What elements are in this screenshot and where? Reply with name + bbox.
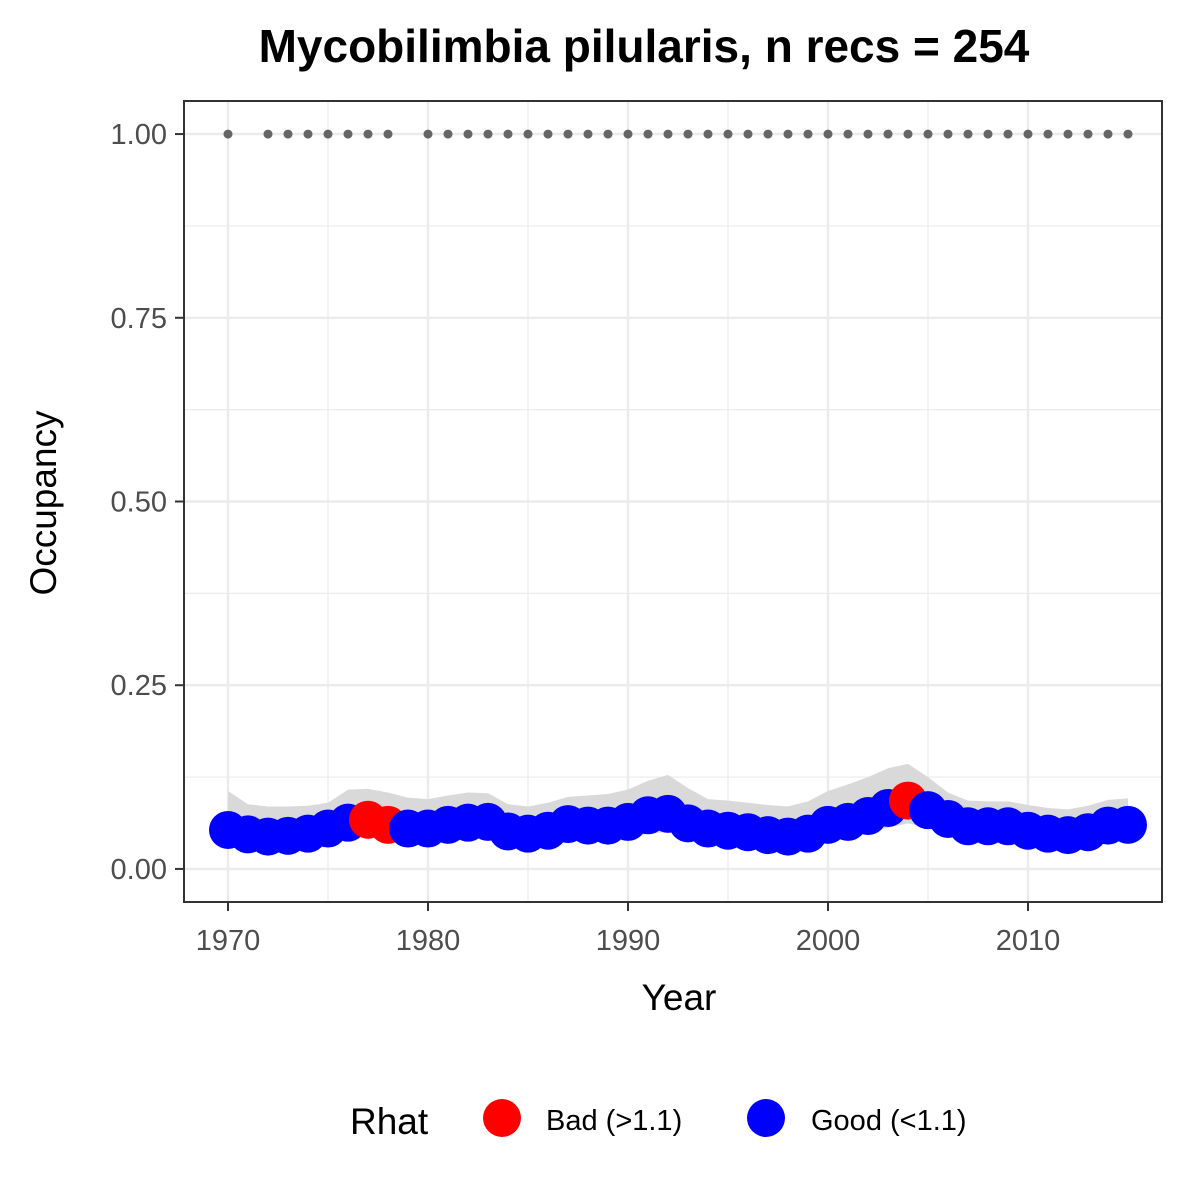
legend-label-bad: Bad (>1.1) [546, 1105, 682, 1137]
record-marker [663, 129, 673, 139]
record-marker [943, 129, 953, 139]
record-marker [303, 129, 313, 139]
record-marker [263, 129, 273, 139]
record-marker [643, 129, 653, 139]
record-marker [743, 129, 753, 139]
record-marker [1123, 129, 1133, 139]
record-marker [883, 129, 893, 139]
record-marker [823, 129, 833, 139]
record-marker [1103, 129, 1113, 139]
record-marker [683, 129, 693, 139]
record-marker [503, 129, 513, 139]
chart-title: Mycobilimbia pilularis, n recs = 254 [259, 20, 1030, 72]
x-axis: 1970 1980 1990 2000 2010 [196, 902, 1061, 957]
occupancy-point-good [1109, 805, 1147, 844]
occupancy-points [209, 781, 1147, 856]
y-tick-label: 0.25 [111, 670, 167, 702]
y-tick-label: 0.00 [111, 854, 167, 886]
legend: Rhat Bad (>1.1) Good (<1.1) [350, 1099, 967, 1142]
record-marker [763, 129, 773, 139]
record-marker [583, 129, 593, 139]
x-tick-label: 2000 [796, 925, 861, 957]
record-marker [783, 129, 793, 139]
grid-lines [184, 101, 1162, 902]
record-marker [903, 129, 913, 139]
record-marker [363, 129, 373, 139]
record-marker [723, 129, 733, 139]
record-marker [923, 129, 933, 139]
record-marker [563, 129, 573, 139]
x-axis-title: Year [642, 977, 717, 1018]
record-marker [623, 129, 633, 139]
record-marker [963, 129, 973, 139]
legend-title: Rhat [350, 1101, 429, 1142]
record-marker [843, 129, 853, 139]
record-marker [443, 129, 453, 139]
record-marker [603, 129, 613, 139]
legend-key-bad [483, 1099, 521, 1137]
record-marker [863, 129, 873, 139]
record-marker [1063, 129, 1073, 139]
legend-key-good [747, 1099, 785, 1137]
record-marker [703, 129, 713, 139]
record-marker [283, 129, 293, 139]
record-marker [323, 129, 333, 139]
legend-label-good: Good (<1.1) [811, 1105, 967, 1137]
x-tick-label: 2010 [996, 925, 1061, 957]
x-tick-label: 1970 [196, 925, 261, 957]
record-marker [1023, 129, 1033, 139]
y-tick-label: 0.50 [111, 487, 167, 519]
x-tick-label: 1990 [596, 925, 661, 957]
record-marker [223, 129, 233, 139]
y-tick-label: 0.75 [111, 303, 167, 335]
record-marker [523, 129, 533, 139]
record-marker [483, 129, 493, 139]
record-marker [1043, 129, 1053, 139]
record-marker [423, 129, 433, 139]
record-marker [463, 129, 473, 139]
x-tick-label: 1980 [396, 925, 461, 957]
record-marker [383, 129, 393, 139]
record-marker [343, 129, 353, 139]
record-marker [803, 129, 813, 139]
y-axis-title: Occupancy [23, 410, 64, 596]
record-marker [1083, 129, 1093, 139]
record-marker [983, 129, 993, 139]
record-marker [543, 129, 553, 139]
record-marker [1003, 129, 1013, 139]
y-axis: 0.00 0.25 0.50 0.75 1.00 [111, 119, 184, 886]
record-markers [223, 129, 1133, 139]
y-tick-label: 1.00 [111, 119, 167, 151]
